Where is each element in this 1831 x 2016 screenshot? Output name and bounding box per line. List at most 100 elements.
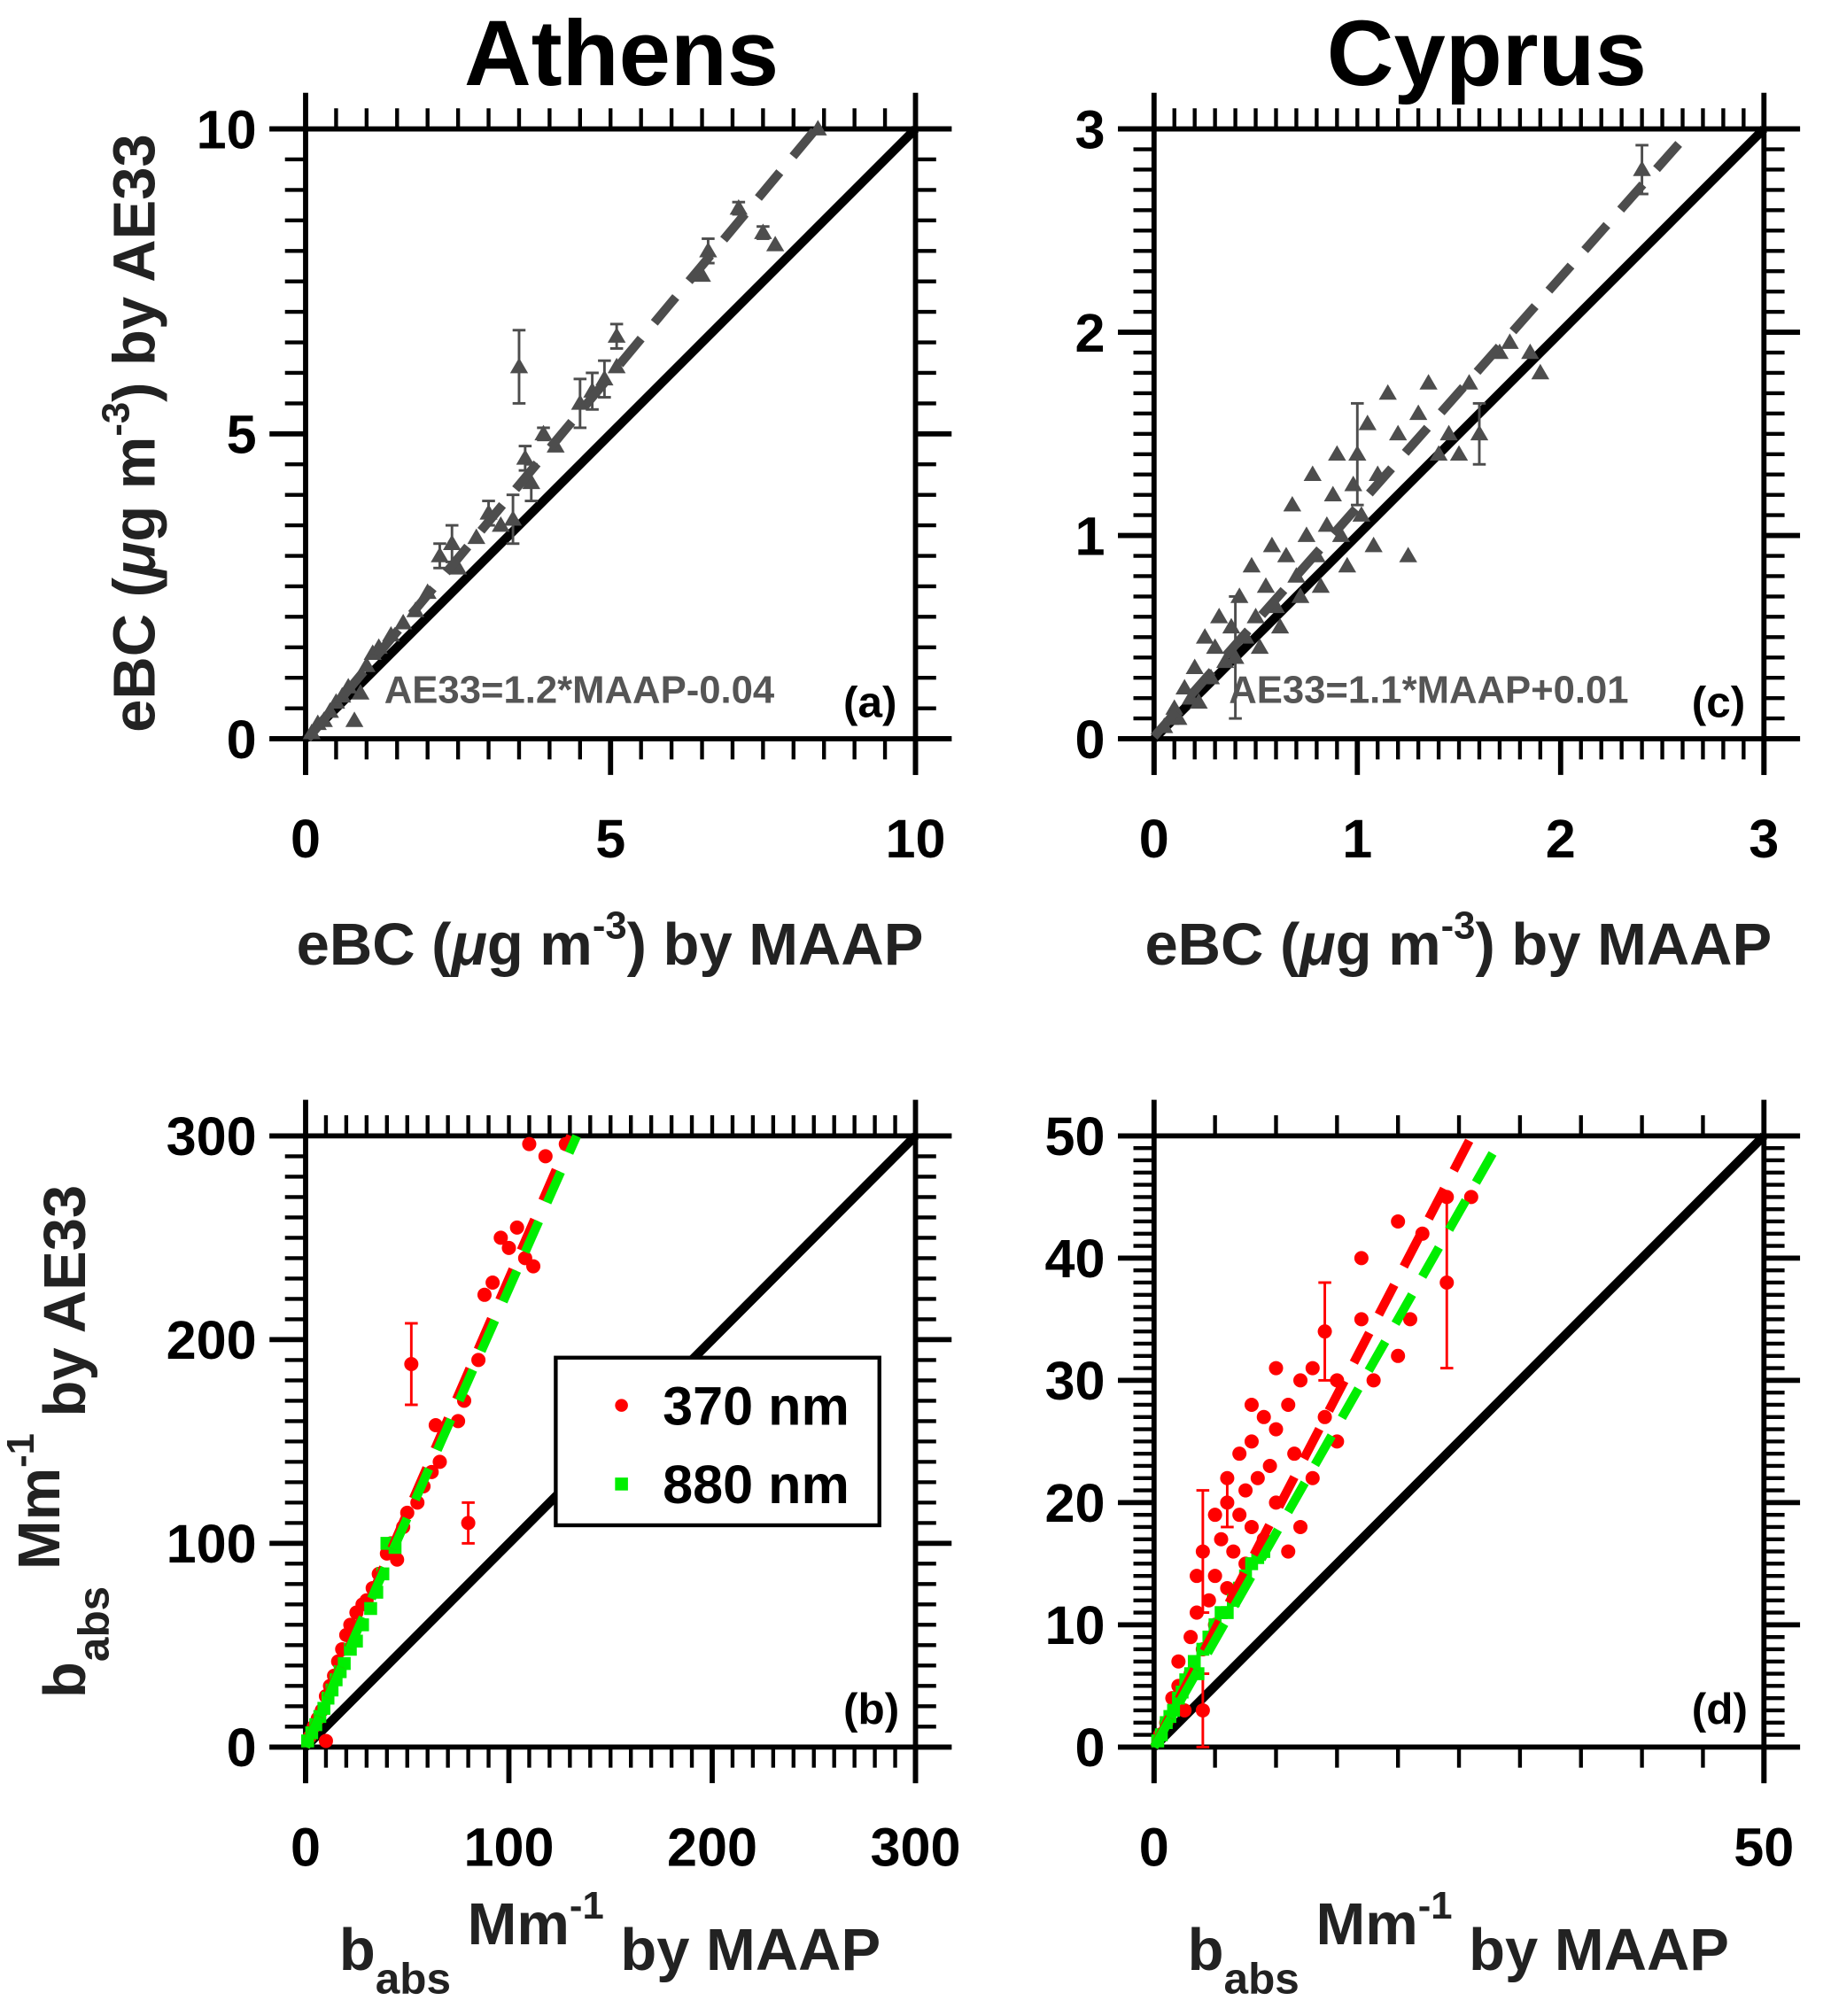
data-point [1287, 567, 1306, 583]
data-point [538, 1149, 553, 1164]
data-point [534, 424, 553, 441]
data-point [1210, 608, 1229, 624]
data-point [1226, 1544, 1241, 1559]
data-point [390, 1552, 405, 1567]
data-point [1305, 1361, 1320, 1376]
data-point [493, 1230, 508, 1245]
legend-label-880: 880 nm [663, 1454, 850, 1515]
x-label-top-left: eBC (μg m-3) by MAAP [297, 904, 924, 978]
data-point [754, 223, 772, 239]
data-point [477, 1287, 492, 1302]
data-point [1195, 1702, 1210, 1717]
data-point [1317, 1324, 1332, 1339]
panel-tag-b: (b) [843, 1685, 899, 1733]
y-tick-label: 40 [1044, 1229, 1105, 1289]
data-point [451, 1414, 466, 1429]
data-point [1389, 424, 1408, 441]
data-point [351, 684, 370, 700]
data-point [1293, 1373, 1308, 1388]
data-point [1419, 374, 1438, 390]
x-tick-label: 1 [1342, 809, 1372, 869]
data-point [1221, 1606, 1234, 1619]
data-point [1366, 1373, 1381, 1388]
data-point [337, 1656, 351, 1671]
data-point [1501, 333, 1519, 349]
panel-b: 0 100 200 300 0 100 200 300 [167, 1099, 961, 1877]
data-point [432, 1454, 447, 1469]
panel-a: 0 5 10 0 5 10 [197, 92, 952, 869]
data-point [1305, 1470, 1320, 1485]
data-point [1323, 485, 1342, 501]
x-label-bottom-left: babs Mm-1 by MAAP [339, 1884, 881, 2003]
fit-line-880-nm [1150, 1133, 1507, 1749]
data-point [400, 1505, 415, 1520]
data-point [1348, 445, 1367, 461]
panel-tag-d: (d) [1692, 1685, 1748, 1733]
panel-tag-a: (a) [843, 678, 896, 726]
data-point [1201, 1593, 1216, 1608]
title-athens: Athens [464, 2, 779, 105]
data-point [1521, 343, 1540, 360]
one-to-one-line [302, 125, 919, 742]
y-tick-label: 50 [1044, 1106, 1105, 1167]
data-point [1531, 363, 1550, 380]
data-point [1358, 415, 1377, 430]
y-label-bottom: babs Mm-1 by AE33 [0, 1185, 118, 1698]
data-point [1352, 506, 1371, 522]
x-tick-label: 300 [871, 1817, 961, 1877]
data-point [485, 1275, 500, 1290]
data-point [1354, 1251, 1369, 1266]
one-to-one-line [1151, 1132, 1767, 1750]
data-point [1317, 516, 1337, 532]
data-point [1250, 1470, 1265, 1485]
fit-line-eBC [1150, 126, 1695, 740]
data-point [1232, 1446, 1247, 1462]
data-point [1439, 1275, 1455, 1290]
y-tick-label: 0 [1075, 709, 1105, 770]
data-point [1238, 1483, 1253, 1498]
data-point [501, 1240, 516, 1255]
data-point [1331, 526, 1351, 542]
x-label-top-right: eBC (μg m-3) by MAAP [1144, 904, 1772, 978]
data-point [1206, 638, 1224, 655]
data-point [1256, 1409, 1271, 1424]
fit-line-880-nm [301, 1134, 581, 1749]
data-point [1460, 374, 1478, 390]
data-point [526, 1259, 541, 1274]
y-tick-label: 2 [1075, 303, 1105, 363]
data-point [1439, 424, 1458, 441]
legend: 370 nm 880 nm [554, 1355, 881, 1528]
data-point [1270, 617, 1290, 634]
data-point [1183, 1630, 1199, 1645]
data-point [467, 528, 485, 545]
data-point [1303, 465, 1322, 481]
data-point [1269, 1361, 1284, 1376]
y-tick-label: 1 [1075, 506, 1105, 566]
data-point [1402, 1312, 1417, 1327]
y-label-top: eBC (μg m-3) by AE33 [95, 134, 168, 733]
data-point [1220, 1495, 1235, 1510]
data-point [1291, 587, 1310, 603]
data-point [1287, 1446, 1302, 1462]
data-point [393, 614, 413, 630]
data-point [1226, 648, 1245, 664]
data-point [1344, 476, 1362, 492]
equation-a: AE33=1.2*MAAP-0.04 [384, 668, 775, 711]
data-point [1269, 1422, 1284, 1437]
data-point [765, 236, 785, 252]
data-point [522, 1136, 537, 1151]
y-tick-label: 3 [1075, 99, 1105, 159]
data-point [317, 1702, 330, 1715]
data-point [1408, 404, 1428, 421]
x-tick-label: 2 [1546, 809, 1576, 869]
data-point [1220, 1470, 1235, 1485]
x-tick-label: 50 [1734, 1817, 1794, 1877]
data-point [1354, 1312, 1369, 1327]
data-point [1250, 638, 1269, 655]
fit-line-eBC [304, 126, 819, 742]
x-tick-label: 0 [1139, 809, 1169, 869]
data-point [1244, 1519, 1259, 1534]
data-point [1242, 556, 1261, 573]
data-point [1230, 587, 1249, 603]
